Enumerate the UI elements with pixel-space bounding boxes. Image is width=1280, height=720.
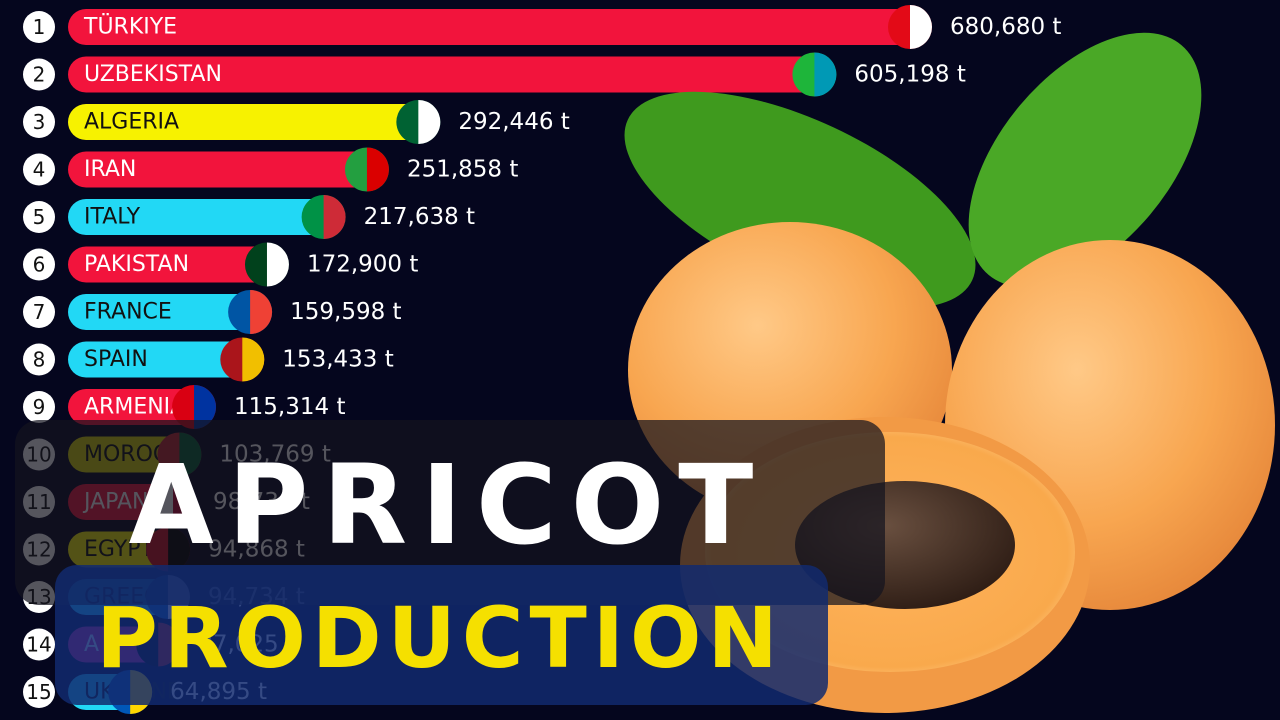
rank-badge	[23, 628, 55, 661]
flag	[366, 147, 389, 192]
country-label: SPAIN	[84, 347, 148, 372]
rank-badge	[23, 676, 55, 708]
rank-label: 15	[26, 680, 51, 704]
rank-label: 6	[33, 253, 46, 277]
flag	[814, 52, 837, 97]
subtitle: PRODUCTION	[96, 589, 784, 687]
bar	[68, 246, 287, 283]
rank-label: 4	[33, 158, 46, 182]
value-label: 292,446 t	[458, 109, 569, 135]
country-label: TÜRKIYE	[83, 14, 177, 40]
rank-label: 2	[33, 63, 46, 87]
bar	[68, 294, 271, 330]
subtitle-box	[55, 565, 828, 705]
bar	[68, 104, 439, 140]
value-label: 172,900 t	[307, 252, 418, 278]
country-label: FRANCE	[84, 300, 172, 325]
bar	[68, 199, 344, 235]
rank-badge	[23, 106, 55, 138]
rank-badge	[23, 296, 55, 328]
rank-label: 7	[33, 300, 46, 324]
rank-badge	[23, 343, 55, 376]
title-box	[15, 420, 885, 605]
rank-label: 8	[33, 348, 46, 372]
rank-badge	[23, 153, 55, 186]
rank-label: 3	[33, 110, 46, 134]
rank-badge	[23, 248, 55, 281]
country-label: ALGERIA	[84, 110, 179, 135]
flag	[250, 290, 273, 334]
bar	[68, 341, 263, 378]
flag	[266, 242, 289, 287]
rank-label: 1	[33, 15, 46, 39]
leaf	[968, 32, 1202, 288]
bar	[68, 151, 387, 188]
flag	[910, 5, 932, 49]
value-label: 680,680 t	[950, 14, 1061, 40]
rank-label: 5	[33, 205, 46, 229]
rank-label: 14	[26, 633, 51, 657]
value-label: 159,598 t	[290, 299, 401, 325]
bar	[68, 56, 835, 93]
value-label: 217,638 t	[364, 204, 475, 230]
title: APRICOT	[129, 441, 768, 569]
flag	[418, 100, 441, 144]
country-label: ARMENIA	[84, 395, 185, 420]
rank-label: 9	[33, 395, 46, 419]
rank-badge	[23, 201, 55, 233]
flag	[242, 337, 265, 382]
value-label: 115,314 t	[234, 394, 345, 420]
rank-badge	[23, 11, 55, 43]
country-label: PAKISTAN	[84, 252, 189, 277]
value-label: 251,858 t	[407, 157, 518, 183]
country-label: UZBEKISTAN	[84, 62, 222, 87]
rank-badge	[23, 58, 55, 91]
value-label: 153,433 t	[282, 347, 393, 373]
value-label: 605,198 t	[854, 62, 965, 88]
country-label: ITALY	[84, 205, 141, 230]
country-label: IRAN	[84, 157, 136, 182]
bar	[68, 9, 930, 45]
flag	[323, 195, 346, 240]
rank-badge	[23, 391, 55, 423]
flag	[194, 385, 217, 429]
